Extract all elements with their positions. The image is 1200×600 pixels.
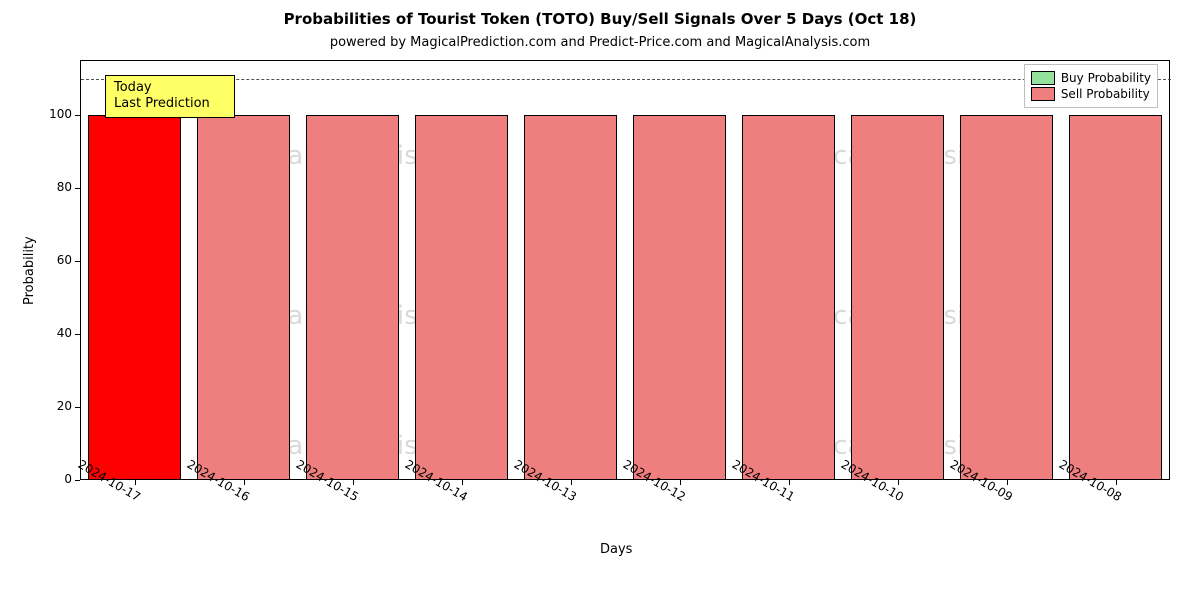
y-axis-label: Probability xyxy=(22,236,37,305)
legend-swatch xyxy=(1031,71,1055,85)
chart-root: Probabilities of Tourist Token (TOTO) Bu… xyxy=(0,0,1200,600)
ytick-label: 0 xyxy=(32,472,72,486)
sell-bar xyxy=(960,115,1053,480)
legend: Buy Probability Sell Probability xyxy=(1024,64,1158,108)
xtick-mark xyxy=(1116,480,1117,485)
xtick-mark xyxy=(898,480,899,485)
legend-label: Buy Probability xyxy=(1061,71,1151,85)
ytick-mark xyxy=(75,334,80,335)
xtick-mark xyxy=(353,480,354,485)
sell-bar xyxy=(633,115,726,480)
sell-bar xyxy=(851,115,944,480)
legend-label: Sell Probability xyxy=(1061,87,1150,101)
xtick-mark xyxy=(789,480,790,485)
sell-bar xyxy=(1069,115,1162,480)
xtick-mark xyxy=(571,480,572,485)
annotation-line: Last Prediction xyxy=(114,96,226,112)
ytick-label: 40 xyxy=(32,326,72,340)
legend-item: Sell Probability xyxy=(1031,87,1151,101)
xtick-mark xyxy=(244,480,245,485)
legend-swatch xyxy=(1031,87,1055,101)
sell-bar xyxy=(742,115,835,480)
ytick-mark xyxy=(75,188,80,189)
ytick-label: 20 xyxy=(32,399,72,413)
reference-line xyxy=(81,79,1171,80)
chart-subtitle: powered by MagicalPrediction.com and Pre… xyxy=(0,35,1200,50)
ytick-label: 100 xyxy=(32,107,72,121)
sell-bar xyxy=(524,115,617,480)
x-axis-label: Days xyxy=(600,542,632,557)
sell-bar xyxy=(197,115,290,480)
chart-title: Probabilities of Tourist Token (TOTO) Bu… xyxy=(0,10,1200,28)
sell-bar xyxy=(306,115,399,480)
sell-bar xyxy=(415,115,508,480)
xtick-mark xyxy=(1007,480,1008,485)
xtick-mark xyxy=(135,480,136,485)
ytick-label: 80 xyxy=(32,180,72,194)
annotation-line: Today xyxy=(114,80,226,96)
ytick-mark xyxy=(75,480,80,481)
ytick-label: 60 xyxy=(32,253,72,267)
xtick-mark xyxy=(680,480,681,485)
legend-item: Buy Probability xyxy=(1031,71,1151,85)
ytick-mark xyxy=(75,261,80,262)
ytick-mark xyxy=(75,115,80,116)
today-annotation: TodayLast Prediction xyxy=(105,75,235,118)
sell-bar xyxy=(88,115,181,480)
ytick-mark xyxy=(75,407,80,408)
xtick-mark xyxy=(462,480,463,485)
